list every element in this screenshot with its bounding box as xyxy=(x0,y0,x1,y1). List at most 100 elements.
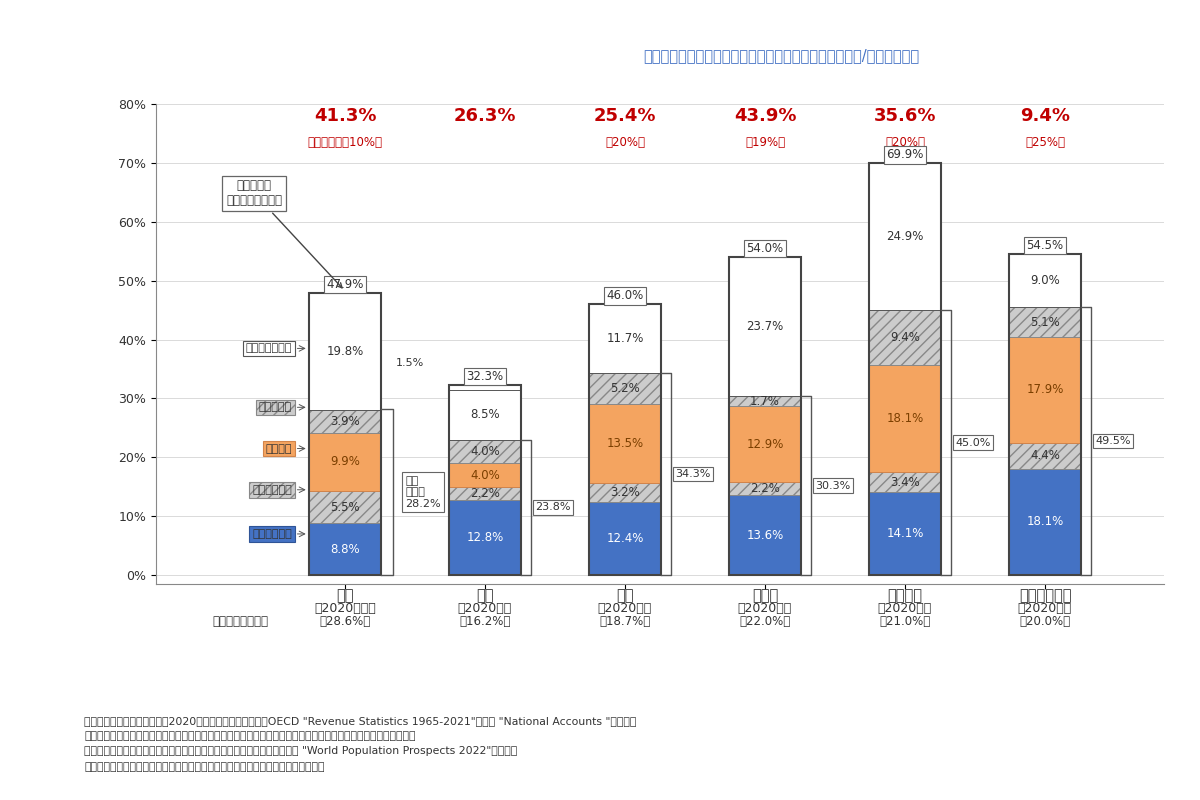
Text: 4.4%: 4.4% xyxy=(1030,449,1060,462)
Text: 〔消費税率：10%〕: 〔消費税率：10%〕 xyxy=(307,136,383,150)
Text: 1.7%: 1.7% xyxy=(750,394,780,408)
Text: 19.8%: 19.8% xyxy=(326,345,364,358)
Bar xyxy=(728,257,802,396)
Text: （2020年度）: （2020年度） xyxy=(314,602,376,614)
Text: 5.1%: 5.1% xyxy=(1030,316,1060,329)
Bar xyxy=(728,482,802,495)
Text: 14.1%: 14.1% xyxy=(887,527,924,540)
Text: 43.9%: 43.9% xyxy=(733,106,797,125)
Text: 9.9%: 9.9% xyxy=(330,455,360,468)
Text: 資産課税等: 資産課税等 xyxy=(259,402,292,412)
Text: 〔21.0%〕: 〔21.0%〕 xyxy=(880,615,931,628)
Text: ドイツ: ドイツ xyxy=(752,588,778,603)
Text: 英国: 英国 xyxy=(617,588,634,603)
Text: （注１）日本は令和２年度（2020年度）実績。諸外国は、OECD "Revenue Statistics 1965-2021"及び同 "National Acc: （注１）日本は令和２年度（2020年度）実績。諸外国は、OECD "Revenu… xyxy=(84,716,636,771)
Bar xyxy=(728,257,802,575)
Text: 4.0%: 4.0% xyxy=(470,469,500,482)
Bar xyxy=(449,463,521,487)
Text: 1.5%: 1.5% xyxy=(396,358,424,368)
Text: 〔老年人口比率〕: 〔老年人口比率〕 xyxy=(212,615,268,628)
Text: 〔16.2%〕: 〔16.2%〕 xyxy=(460,615,511,628)
Text: 25.4%: 25.4% xyxy=(594,106,656,125)
Text: 米国: 米国 xyxy=(476,588,493,603)
Text: 〔25%〕: 〔25%〕 xyxy=(1025,136,1066,150)
Text: 社会保障負担率: 社会保障負担率 xyxy=(246,343,292,354)
Text: 54.0%: 54.0% xyxy=(746,242,784,255)
Text: 〔18.7%〕: 〔18.7%〕 xyxy=(599,615,650,628)
Bar xyxy=(449,385,521,575)
Text: 49.5%: 49.5% xyxy=(1096,436,1130,446)
Text: （2020年）: （2020年） xyxy=(878,602,932,614)
Text: 34.3%: 34.3% xyxy=(676,469,710,479)
Bar xyxy=(308,491,382,523)
Text: 〔22.0%〕: 〔22.0%〕 xyxy=(739,615,791,628)
Bar xyxy=(869,366,942,472)
Text: 12.8%: 12.8% xyxy=(467,531,504,544)
Text: 〔28.6%〕: 〔28.6%〕 xyxy=(319,615,371,628)
Bar xyxy=(728,495,802,575)
Text: 3.9%: 3.9% xyxy=(330,414,360,428)
Bar xyxy=(1008,442,1081,469)
Text: 13.6%: 13.6% xyxy=(746,529,784,542)
Bar xyxy=(869,163,942,575)
Text: 9.4%: 9.4% xyxy=(890,331,920,344)
Text: 11.7%: 11.7% xyxy=(606,332,643,345)
Bar xyxy=(1008,469,1081,575)
Text: 18.1%: 18.1% xyxy=(887,412,924,426)
Text: 32.3%: 32.3% xyxy=(467,370,504,383)
Text: 30.3%: 30.3% xyxy=(816,481,851,490)
Text: 2.2%: 2.2% xyxy=(470,487,500,500)
Bar xyxy=(869,310,942,366)
Text: 9.4%: 9.4% xyxy=(1020,106,1070,125)
Text: 13.5%: 13.5% xyxy=(606,437,643,450)
Text: 消費課税: 消費課税 xyxy=(265,443,292,454)
Text: 17.9%: 17.9% xyxy=(1026,383,1063,397)
Text: 4.0%: 4.0% xyxy=(470,445,500,458)
Bar xyxy=(589,304,661,373)
Text: 8.5%: 8.5% xyxy=(470,408,500,421)
Text: 45.0%: 45.0% xyxy=(955,438,991,448)
Text: フランス: フランス xyxy=(888,588,923,603)
Bar xyxy=(589,304,661,575)
Text: 41.3%: 41.3% xyxy=(313,106,377,125)
Text: 〔19%〕: 〔19%〕 xyxy=(745,136,785,150)
Bar xyxy=(308,523,382,575)
Bar xyxy=(589,404,661,483)
Text: 35.6%: 35.6% xyxy=(874,106,936,125)
Text: 23.7%: 23.7% xyxy=(746,320,784,333)
Bar xyxy=(869,472,942,492)
Bar xyxy=(449,390,521,440)
Text: 5.5%: 5.5% xyxy=(330,501,360,514)
Text: 46.0%: 46.0% xyxy=(606,289,643,302)
Bar xyxy=(1008,254,1081,307)
Bar xyxy=(449,487,521,500)
Text: 8.8%: 8.8% xyxy=(330,542,360,556)
Text: 69.9%: 69.9% xyxy=(887,149,924,162)
Bar xyxy=(449,440,521,463)
Bar xyxy=(308,433,382,491)
Bar xyxy=(308,293,382,410)
Text: 国民負担率
（対国民所得比）: 国民負担率 （対国民所得比） xyxy=(226,179,342,288)
Text: 〔20%〕: 〔20%〕 xyxy=(886,136,925,150)
Text: （2020年）: （2020年） xyxy=(598,602,652,614)
Bar xyxy=(308,410,382,433)
Text: 5.2%: 5.2% xyxy=(610,382,640,395)
Bar xyxy=(728,406,802,482)
Text: 24.9%: 24.9% xyxy=(887,230,924,243)
Bar xyxy=(589,502,661,575)
Text: 12.4%: 12.4% xyxy=(606,532,643,545)
Bar xyxy=(589,483,661,502)
Text: 9.0%: 9.0% xyxy=(1030,274,1060,287)
Text: 個人所得課税: 個人所得課税 xyxy=(252,529,292,539)
Text: 2.2%: 2.2% xyxy=(750,482,780,495)
Bar xyxy=(1008,338,1081,442)
Text: 3.2%: 3.2% xyxy=(610,486,640,499)
Text: 3.4%: 3.4% xyxy=(890,476,920,489)
Text: 23.8%: 23.8% xyxy=(535,502,571,513)
Text: 〔20%〕: 〔20%〕 xyxy=(605,136,646,150)
Text: 〔20.0%〕: 〔20.0%〕 xyxy=(1020,615,1070,628)
Bar xyxy=(589,373,661,404)
Text: 18.1%: 18.1% xyxy=(1026,515,1063,528)
Text: 12.9%: 12.9% xyxy=(746,438,784,450)
Bar xyxy=(1008,307,1081,338)
